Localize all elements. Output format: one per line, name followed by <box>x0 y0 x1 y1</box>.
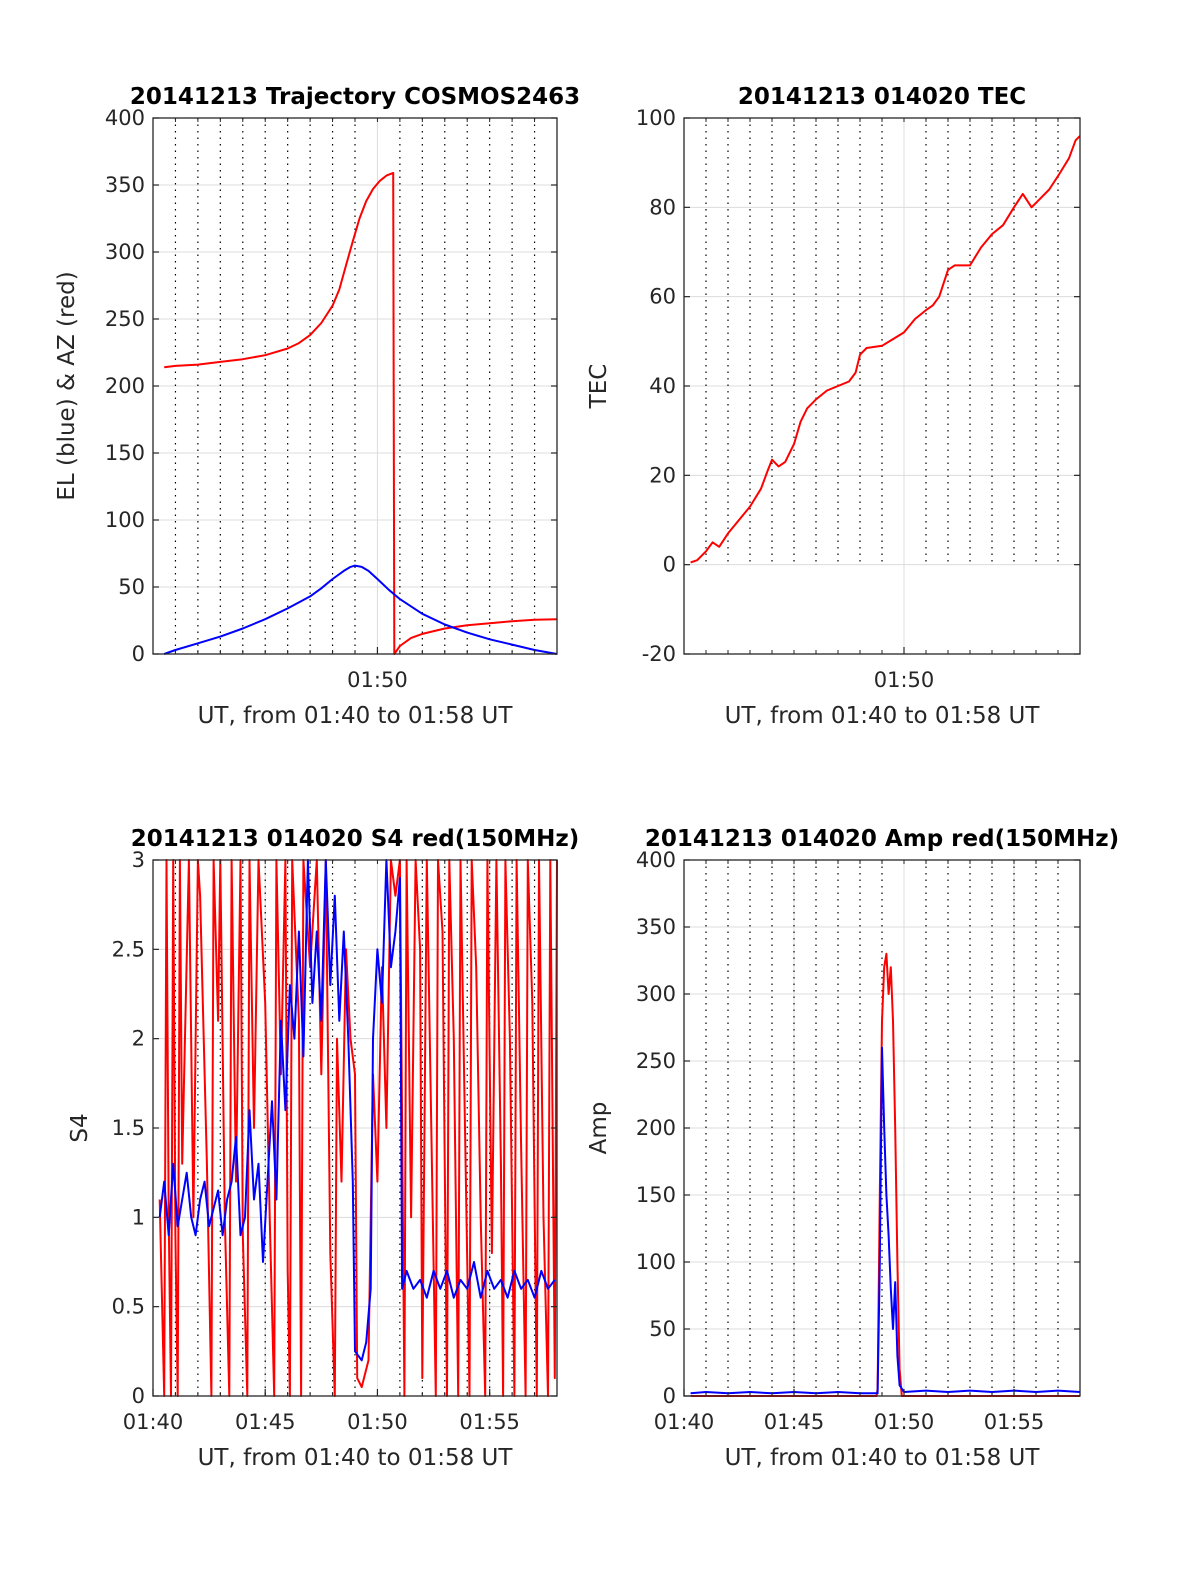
tick-label-y: 2.5 <box>112 937 145 961</box>
y-axis-label: TEC <box>586 364 612 410</box>
tick-label-y: 400 <box>105 106 145 130</box>
y-axis-label: Amp <box>586 1102 612 1155</box>
tick-label-y: 150 <box>105 441 145 465</box>
tick-label-y: 0 <box>663 1384 676 1408</box>
chart-2: -20 0 20 40 60 80 100 01:50 20141213 014020 TEC U… <box>586 84 1081 729</box>
tick-label-x: 01:50 <box>874 668 935 692</box>
tick-label-y: 200 <box>636 1116 676 1140</box>
tick-label-y: 0 <box>132 642 145 666</box>
tick-label-y: 100 <box>105 508 145 532</box>
tick-label-y: 100 <box>636 106 676 130</box>
tick-label-x: 01:50 <box>874 1410 935 1434</box>
tick-label-x: 01:40 <box>654 1410 715 1434</box>
chart-3: 0 0.5 1 1.5 2 2.5 3 01:40 01:45 01:50 01:55 2014121… <box>67 826 579 1471</box>
series-line-red <box>690 135 1081 564</box>
series-line-blue <box>163 564 558 655</box>
x-axis-label: UT, from 01:40 to 01:58 UT <box>198 703 514 729</box>
tick-label-y: 0 <box>663 553 676 577</box>
tick-label-y: 20 <box>649 463 676 487</box>
tick-label-y: 0 <box>132 1384 145 1408</box>
tick-label-x: 01:40 <box>123 1410 184 1434</box>
tick-label-y: 2 <box>132 1027 145 1051</box>
tick-label-y: 250 <box>105 307 145 331</box>
x-axis-label: UT, from 01:40 to 01:58 UT <box>725 703 1041 729</box>
tick-label-y: 60 <box>649 285 676 309</box>
tick-label-y: 150 <box>636 1183 676 1207</box>
tick-label-y: 300 <box>105 240 145 264</box>
tick-label-y: 0.5 <box>112 1295 145 1319</box>
tick-label-y: 50 <box>649 1317 676 1341</box>
tick-label-y: 3 <box>132 848 145 872</box>
x-axis-label: UT, from 01:40 to 01:58 UT <box>198 1445 514 1471</box>
tick-label-y: 350 <box>636 915 676 939</box>
y-axis-label: EL (blue) & AZ (red) <box>54 271 80 500</box>
chart-title: 20141213 014020 TEC <box>738 84 1026 110</box>
chart-title: 20141213 Trajectory COSMOS2463 <box>130 84 580 110</box>
chart-title: 20141213 014020 Amp red(150MHz) <box>645 826 1119 852</box>
series-line-blue <box>158 859 556 1362</box>
tick-label-y: -20 <box>642 642 676 666</box>
series-line-red <box>158 859 558 1397</box>
y-axis-label: S4 <box>67 1113 93 1142</box>
tick-label-y: 100 <box>636 1250 676 1274</box>
series-line-blue <box>690 1046 1081 1395</box>
chart-1: 0 50 100 150 200 250 300 350 400 01:50 20141213 Tr… <box>54 84 580 729</box>
tick-label-y: 1 <box>132 1205 145 1229</box>
tick-label-y: 200 <box>105 374 145 398</box>
tick-label-x: 01:50 <box>347 1410 408 1434</box>
tick-label-y: 400 <box>636 848 676 872</box>
tick-label-y: 1.5 <box>112 1116 145 1140</box>
tick-label-y: 350 <box>105 173 145 197</box>
tick-label-x: 01:45 <box>764 1410 825 1434</box>
tick-label-x: 01:55 <box>984 1410 1045 1434</box>
tick-label-y: 80 <box>649 195 676 219</box>
chart-4: 0 50 100 150 200 250 300 350 400 01:40 01:45 01:50 0… <box>586 826 1119 1471</box>
tick-label-y: 40 <box>649 374 676 398</box>
chart-title: 20141213 014020 S4 red(150MHz) <box>131 826 580 852</box>
tick-label-y: 50 <box>118 575 145 599</box>
x-axis-label: UT, from 01:40 to 01:58 UT <box>725 1445 1041 1471</box>
tick-label-x: 01:45 <box>235 1410 296 1434</box>
tick-label-x: 01:50 <box>347 668 408 692</box>
tick-label-y: 250 <box>636 1049 676 1073</box>
tick-label-y: 300 <box>636 982 676 1006</box>
series-line-red <box>164 171 558 655</box>
tick-label-x: 01:55 <box>459 1410 520 1434</box>
